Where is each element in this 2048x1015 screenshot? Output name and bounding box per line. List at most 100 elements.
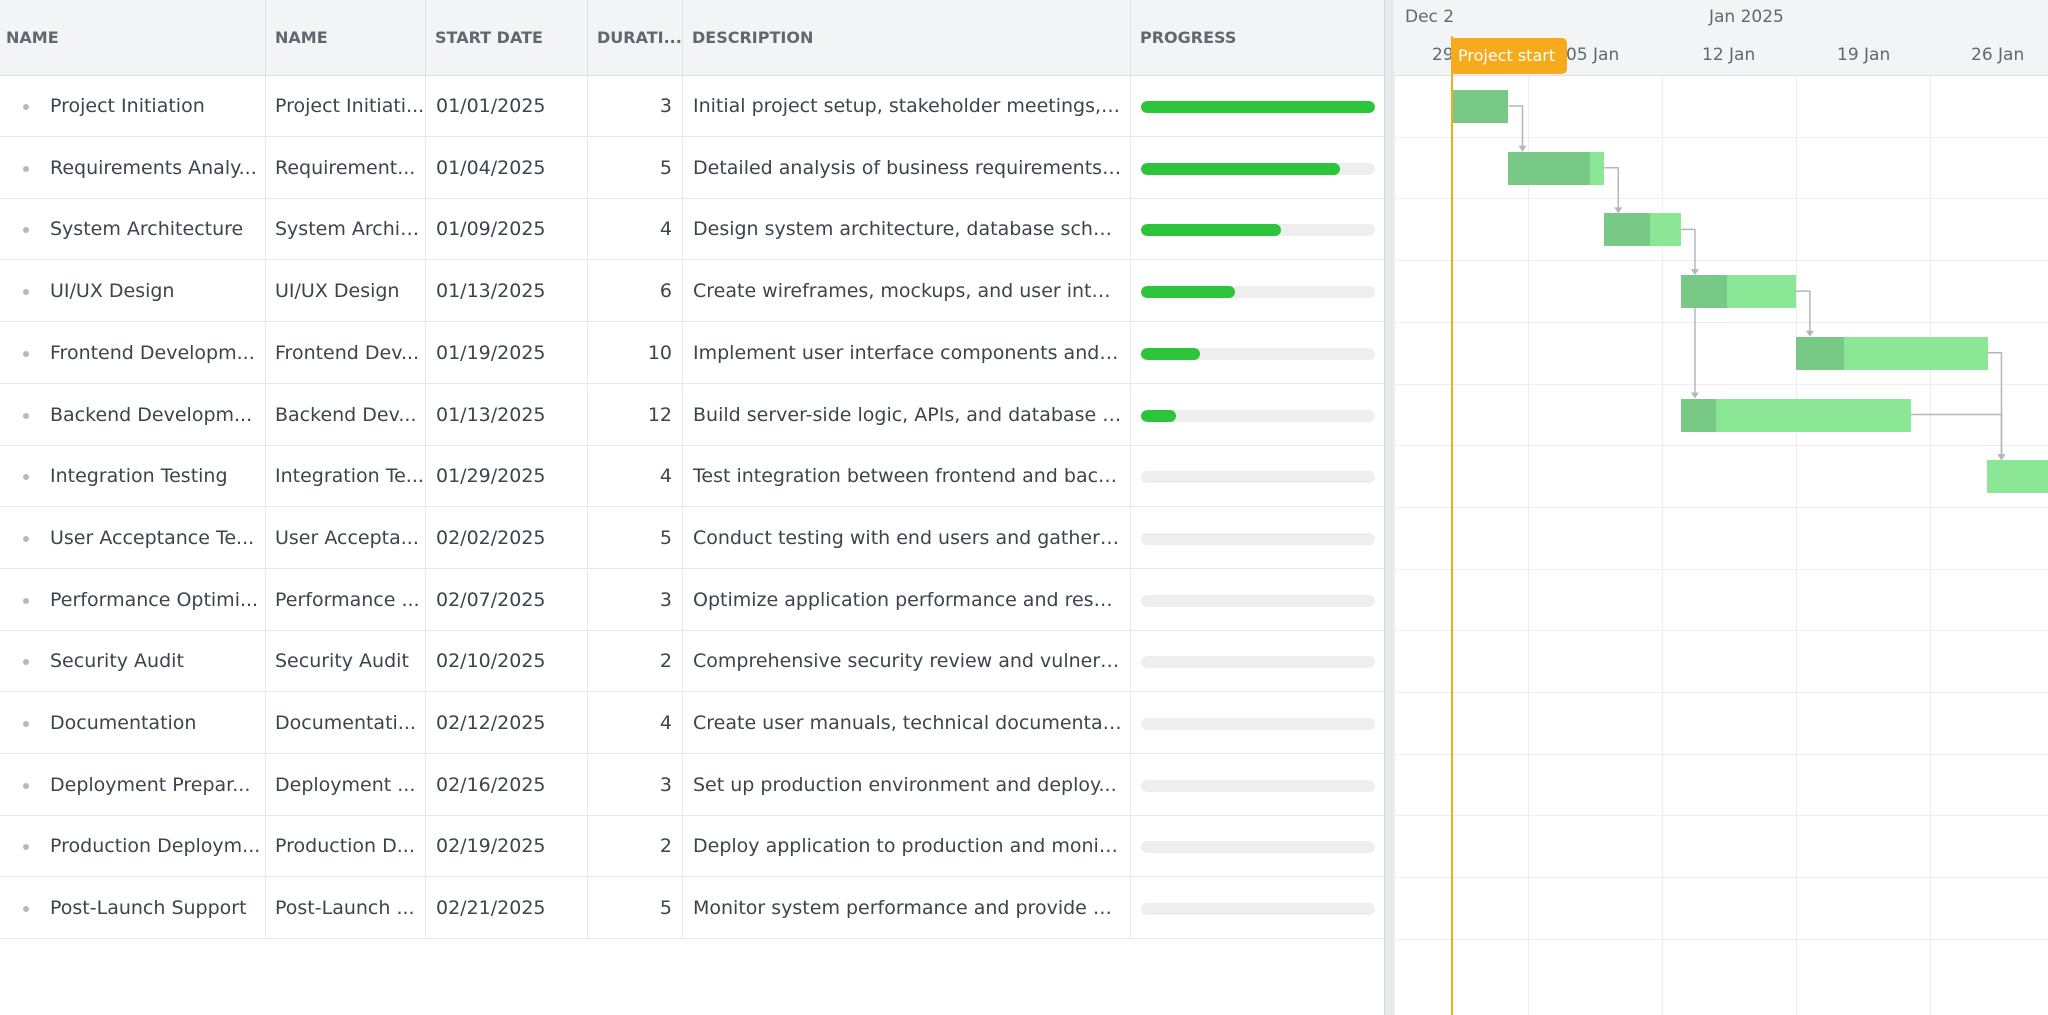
- table-row[interactable]: Post-Launch Support Post-Launch ... 02/21/…: [0, 878, 1384, 940]
- duration-cell[interactable]: 2: [588, 816, 683, 878]
- description-cell[interactable]: Create wireframes, mockups, and user int…: [683, 261, 1131, 323]
- description-cell[interactable]: Monitor system performance and provide o…: [683, 878, 1131, 940]
- task-name-cell[interactable]: Requirements Analy...: [0, 137, 266, 199]
- task-name-cell[interactable]: Performance Optimi...: [0, 569, 266, 631]
- task-bar[interactable]: [1681, 275, 1796, 308]
- column-header-duration[interactable]: DURATI...: [588, 0, 683, 75]
- duration-cell[interactable]: 3: [588, 754, 683, 816]
- start-date-cell[interactable]: 01/29/2025: [426, 446, 588, 508]
- duration-cell[interactable]: 5: [588, 137, 683, 199]
- table-row[interactable]: System Architecture System Archit... 01/09…: [0, 199, 1384, 261]
- description-cell[interactable]: Detailed analysis of business requiremen…: [683, 137, 1131, 199]
- task-name-2-cell[interactable]: Requirement...: [266, 137, 426, 199]
- task-name-2-cell[interactable]: Performance ...: [266, 569, 426, 631]
- task-name-2-cell[interactable]: Project Initiati...: [266, 76, 426, 137]
- task-name-2-cell[interactable]: System Archit...: [266, 199, 426, 261]
- start-date-cell[interactable]: 01/01/2025: [426, 76, 588, 137]
- task-bar[interactable]: [1508, 152, 1604, 185]
- task-name-cell[interactable]: UI/UX Design: [0, 261, 266, 323]
- task-name-cell[interactable]: System Architecture: [0, 199, 266, 261]
- column-header-start-date[interactable]: START DATE: [426, 0, 588, 75]
- task-name-cell[interactable]: Post-Launch Support: [0, 878, 266, 940]
- description-cell[interactable]: Design system architecture, database sch…: [683, 199, 1131, 261]
- task-name-cell[interactable]: Deployment Prepar...: [0, 754, 266, 816]
- dependency-line: [1795, 290, 1811, 335]
- description-cell[interactable]: Conduct testing with end users and gathe…: [683, 507, 1131, 569]
- start-date-cell[interactable]: 01/13/2025: [426, 384, 588, 446]
- task-bar[interactable]: [1796, 337, 1988, 370]
- description-cell[interactable]: Comprehensive security review and vulner…: [683, 631, 1131, 693]
- duration-cell[interactable]: 10: [588, 322, 683, 384]
- duration-cell[interactable]: 3: [588, 76, 683, 137]
- description-cell[interactable]: Implement user interface components and …: [683, 322, 1131, 384]
- task-name-2-cell[interactable]: Production D...: [266, 816, 426, 878]
- task-name-cell[interactable]: Backend Developm...: [0, 384, 266, 446]
- task-name-2-cell[interactable]: Security Audit: [266, 631, 426, 693]
- table-row[interactable]: Production Deploym... Production D... 02/1…: [0, 816, 1384, 878]
- task-name-cell[interactable]: Integration Testing: [0, 446, 266, 508]
- description-cell[interactable]: Initial project setup, stakeholder meeti…: [683, 76, 1131, 137]
- task-name-cell[interactable]: Production Deploym...: [0, 816, 266, 878]
- task-name-cell[interactable]: Project Initiation: [0, 76, 266, 137]
- task-name-2-cell[interactable]: Frontend Dev...: [266, 322, 426, 384]
- table-row[interactable]: Performance Optimi... Performance ... 02/0…: [0, 569, 1384, 631]
- start-date-cell[interactable]: 01/09/2025: [426, 199, 588, 261]
- start-date-cell[interactable]: 02/07/2025: [426, 569, 588, 631]
- task-name-2-cell[interactable]: Documentati...: [266, 693, 426, 754]
- start-date-cell[interactable]: 02/19/2025: [426, 816, 588, 878]
- description-cell[interactable]: Create user manuals, technical documenta…: [683, 693, 1131, 754]
- table-row[interactable]: Project Initiation Project Initiati... 01/…: [0, 76, 1384, 137]
- start-date-cell[interactable]: 01/04/2025: [426, 137, 588, 199]
- task-name-2-cell[interactable]: Post-Launch ...: [266, 878, 426, 940]
- start-date-cell[interactable]: 01/19/2025: [426, 322, 588, 384]
- table-row[interactable]: User Acceptance Te... User Accepta... 02/0…: [0, 507, 1384, 569]
- task-name-cell[interactable]: Documentation: [0, 693, 266, 754]
- duration-cell[interactable]: 4: [588, 199, 683, 261]
- task-name-2-cell[interactable]: Deployment ...: [266, 754, 426, 816]
- task-name-cell[interactable]: Security Audit: [0, 631, 266, 693]
- column-header-name-2[interactable]: NAME: [266, 0, 426, 75]
- column-header-progress[interactable]: PROGRESS: [1140, 28, 1237, 47]
- table-row[interactable]: Backend Developm... Backend Dev... 01/13/2…: [0, 384, 1384, 446]
- table-row[interactable]: Security Audit Security Audit 02/10/2025 2 C…: [0, 631, 1384, 693]
- start-date-cell[interactable]: 02/02/2025: [426, 507, 588, 569]
- start-date-cell[interactable]: 02/10/2025: [426, 631, 588, 693]
- table-row[interactable]: Frontend Developm... Frontend Dev... 01/19…: [0, 322, 1384, 384]
- column-header-description[interactable]: DESCRIPTION: [683, 0, 1131, 75]
- start-date-cell[interactable]: 01/13/2025: [426, 261, 588, 323]
- task-name-2-cell[interactable]: Integration Te...: [266, 446, 426, 508]
- column-header-name[interactable]: NAME: [0, 0, 266, 75]
- description-cell[interactable]: Test integration between frontend and ba…: [683, 446, 1131, 508]
- table-row[interactable]: Documentation Documentati... 02/12/2025 4 Cr…: [0, 693, 1384, 754]
- description-cell[interactable]: Deploy application to production and mon…: [683, 816, 1131, 878]
- start-date-cell[interactable]: 02/21/2025: [426, 878, 588, 940]
- duration-cell[interactable]: 5: [588, 507, 683, 569]
- task-bar[interactable]: [1604, 213, 1681, 246]
- duration-cell[interactable]: 12: [588, 384, 683, 446]
- task-name-cell[interactable]: User Acceptance Te...: [0, 507, 266, 569]
- table-row[interactable]: UI/UX Design UI/UX Design 01/13/2025 6 Creat…: [0, 261, 1384, 323]
- duration-cell[interactable]: 4: [588, 446, 683, 508]
- task-name-2-cell[interactable]: Backend Dev...: [266, 384, 426, 446]
- task-bar[interactable]: [1681, 399, 1911, 432]
- task-name-2-cell[interactable]: UI/UX Design: [266, 261, 426, 323]
- task-name-2-cell[interactable]: User Accepta...: [266, 507, 426, 569]
- duration-cell[interactable]: 6: [588, 261, 683, 323]
- start-date-cell[interactable]: 02/12/2025: [426, 693, 588, 754]
- task-name-cell[interactable]: Frontend Developm...: [0, 322, 266, 384]
- table-row[interactable]: Integration Testing Integration Te... 01/2…: [0, 446, 1384, 508]
- duration-cell[interactable]: 4: [588, 693, 683, 754]
- pane-splitter[interactable]: [1384, 0, 1394, 1015]
- progress-bar-fill: [1141, 347, 1200, 360]
- table-row[interactable]: Requirements Analy... Requirement... 01/04…: [0, 137, 1384, 199]
- task-bar[interactable]: [1451, 90, 1508, 123]
- table-row[interactable]: Deployment Prepar... Deployment ... 02/16/…: [0, 754, 1384, 816]
- description-cell[interactable]: Set up production environment and deploy…: [683, 754, 1131, 816]
- duration-cell[interactable]: 5: [588, 878, 683, 940]
- duration-cell[interactable]: 2: [588, 631, 683, 693]
- task-bar[interactable]: [1987, 460, 2048, 493]
- start-date-cell[interactable]: 02/16/2025: [426, 754, 588, 816]
- description-cell[interactable]: Optimize application performance and res…: [683, 569, 1131, 631]
- description-cell[interactable]: Build server-side logic, APIs, and datab…: [683, 384, 1131, 446]
- duration-cell[interactable]: 3: [588, 569, 683, 631]
